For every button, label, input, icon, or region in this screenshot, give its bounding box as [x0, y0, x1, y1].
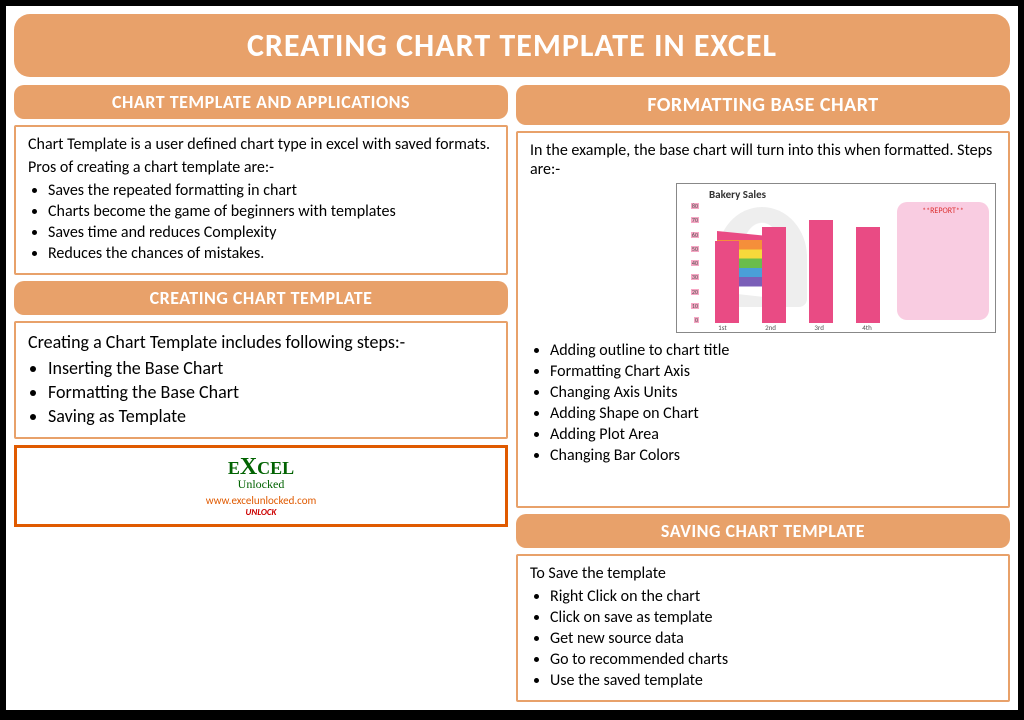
logo-pre: E	[228, 458, 240, 478]
header-saving-chart-template: SAVING CHART TEMPLATE	[516, 514, 1010, 548]
list-item: Right Click on the chart	[550, 587, 996, 606]
list-item: Saves time and reduces Complexity	[48, 223, 494, 242]
intro-text: In the example, the base chart will turn…	[530, 141, 996, 179]
plot-area	[699, 203, 895, 323]
header-creating-chart-template: CREATING CHART TEMPLATE	[14, 281, 508, 315]
intro-text: Pros of creating a chart template are:-	[28, 158, 494, 177]
x-tick: 4th	[862, 323, 872, 332]
list-item: Click on save as template	[550, 608, 996, 627]
list-item: Formatting Chart Axis	[550, 362, 996, 381]
report-shape: **REPORT**	[897, 202, 989, 320]
y-tick: 10	[691, 303, 699, 309]
x-tick: 3rd	[814, 323, 824, 332]
list-item: Changing Bar Colors	[550, 446, 996, 465]
list-item: Use the saved template	[550, 671, 996, 690]
list-item: Get new source data	[550, 629, 996, 648]
box-chart-template-apps: Chart Template is a user defined chart t…	[14, 125, 508, 275]
logo-sub: Unlocked	[238, 477, 285, 492]
bakery-chart-wrap: Bakery Sales **REPORT** 80 70 60 50 40 3…	[530, 183, 996, 333]
intro-text: Chart Template is a user defined chart t…	[28, 135, 494, 154]
y-tick: 40	[691, 260, 699, 266]
bullet-list: Inserting the Base Chart Formatting the …	[28, 357, 494, 427]
left-column: CHART TEMPLATE AND APPLICATIONS Chart Te…	[14, 85, 508, 702]
y-tick: 50	[691, 246, 699, 252]
chart-title: Bakery Sales	[709, 188, 991, 201]
x-axis: 1st 2nd 3rd 4th	[699, 323, 891, 332]
bar-4	[856, 227, 880, 323]
box-creating-chart-template: Creating a Chart Template includes follo…	[14, 321, 508, 439]
right-column: FORMATTING BASE CHART In the example, th…	[516, 85, 1010, 702]
columns: CHART TEMPLATE AND APPLICATIONS Chart Te…	[14, 85, 1010, 702]
list-item: Formatting the Base Chart	[48, 381, 494, 403]
list-item: Charts become the game of beginners with…	[48, 202, 494, 221]
y-tick: 20	[691, 289, 699, 295]
logo-tag: UNLOCK	[246, 507, 277, 518]
list-item: Saving as Template	[48, 405, 494, 427]
box-saving-chart-template: To Save the template Right Click on the …	[516, 554, 1010, 702]
bullet-list: Adding outline to chart title Formatting…	[530, 341, 996, 465]
title-bar: CREATING CHART TEMPLATE IN EXCEL	[14, 14, 1010, 77]
bar-2	[762, 227, 786, 323]
box-formatting-base-chart: In the example, the base chart will turn…	[516, 131, 1010, 508]
list-item: Go to recommended charts	[550, 650, 996, 669]
y-tick: 60	[691, 232, 699, 238]
intro-text: Creating a Chart Template includes follo…	[28, 331, 494, 353]
logo-url: www.excelunlocked.com	[206, 494, 317, 507]
y-tick: 70	[691, 217, 699, 223]
logo-post: CEL	[257, 458, 294, 478]
list-item: Reduces the chances of mistakes.	[48, 244, 494, 263]
logo-box: EXCEL Unlocked www.excelunlocked.com UNL…	[14, 445, 508, 527]
list-item: Adding Plot Area	[550, 425, 996, 444]
header-chart-template-apps: CHART TEMPLATE AND APPLICATIONS	[14, 85, 508, 119]
y-axis: 80 70 60 50 40 30 20 10 0	[681, 203, 699, 323]
intro-text: To Save the template	[530, 564, 996, 583]
list-item: Saves the repeated formatting in chart	[48, 181, 494, 200]
page-title: CREATING CHART TEMPLATE IN EXCEL	[14, 26, 1010, 65]
y-tick: 80	[691, 203, 699, 209]
bar-1	[715, 241, 739, 324]
header-formatting-base-chart: FORMATTING BASE CHART	[516, 85, 1010, 125]
x-tick: 1st	[718, 323, 727, 332]
page: CREATING CHART TEMPLATE IN EXCEL CHART T…	[4, 4, 1020, 712]
bar-3	[809, 220, 833, 323]
list-item: Adding Shape on Chart	[550, 404, 996, 423]
list-item: Adding outline to chart title	[550, 341, 996, 360]
bullet-list: Right Click on the chart Click on save a…	[530, 587, 996, 690]
x-tick: 2nd	[765, 323, 776, 332]
y-tick: 30	[691, 274, 699, 280]
list-item: Inserting the Base Chart	[48, 357, 494, 379]
list-item: Changing Axis Units	[550, 383, 996, 402]
bullet-list: Saves the repeated formatting in chart C…	[28, 181, 494, 263]
bakery-chart: Bakery Sales **REPORT** 80 70 60 50 40 3…	[676, 183, 996, 333]
